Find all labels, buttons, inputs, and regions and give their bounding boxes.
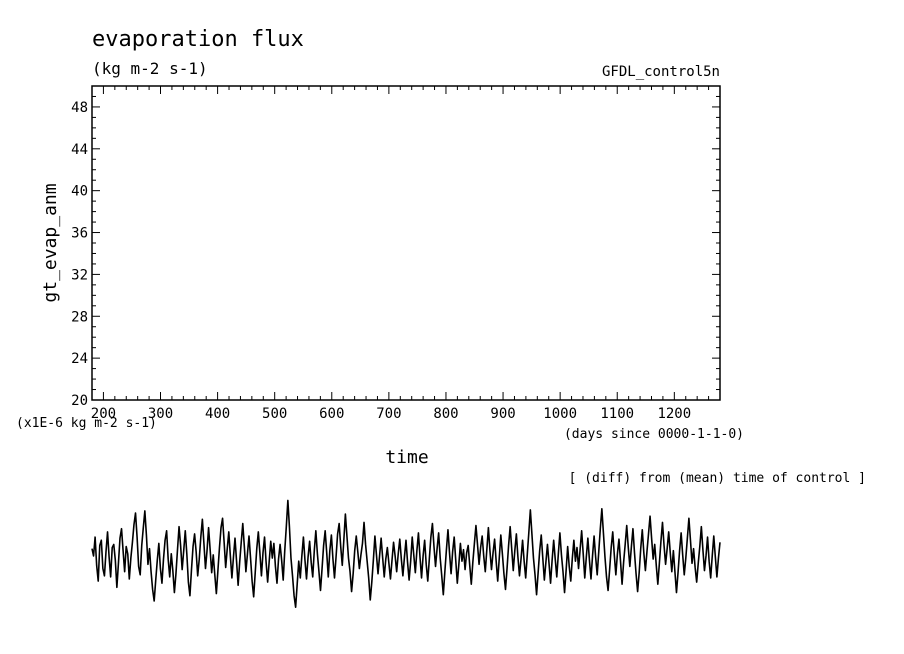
- y-tick-label: 48: [71, 100, 88, 116]
- y-tick-label: 44: [71, 142, 88, 158]
- dataset-label: GFDL_control5n: [602, 64, 720, 80]
- x-tick-label: 1000: [543, 406, 577, 422]
- x-tick-label: 300: [148, 406, 173, 422]
- x-axis-label: time: [385, 447, 428, 468]
- y-tick-label: 32: [71, 267, 88, 283]
- x-tick-label: 600: [319, 406, 344, 422]
- chart-units: (kg m-2 s-1): [92, 59, 208, 78]
- x-tick-label: 700: [376, 406, 401, 422]
- x-tick-label: 900: [490, 406, 515, 422]
- y-scale-note: (x1E-6 kg m-2 s-1): [16, 416, 157, 431]
- y-tick-label: 28: [71, 309, 88, 325]
- y-axis-ticks: 20 24 28 32 36 40 44 48: [71, 85, 720, 409]
- x-tick-label: 1200: [657, 406, 691, 422]
- x-axis-ticks: 200 300 400 500 600 700 800 900 1000 1100 1200: [91, 86, 721, 422]
- y-axis-label: gt_evap_anm: [40, 183, 61, 302]
- series-line: [91, 499, 721, 609]
- y-tick-label: 20: [71, 393, 88, 409]
- footnote: [ (diff) from (mean) time of control ]: [569, 471, 866, 486]
- x-tick-label: 500: [262, 406, 287, 422]
- chart-title: evaporation flux: [92, 27, 304, 52]
- plot-frame: [91, 85, 721, 401]
- x-tick-label: 1100: [600, 406, 634, 422]
- x-tick-label: 800: [433, 406, 458, 422]
- x-units-note: (days since 0000-1-1-0): [564, 427, 744, 442]
- x-tick-label: 200: [91, 406, 116, 422]
- y-tick-label: 36: [71, 226, 88, 242]
- x-tick-label: 400: [205, 406, 230, 422]
- y-tick-label: 40: [71, 184, 88, 200]
- y-tick-label: 24: [71, 351, 88, 367]
